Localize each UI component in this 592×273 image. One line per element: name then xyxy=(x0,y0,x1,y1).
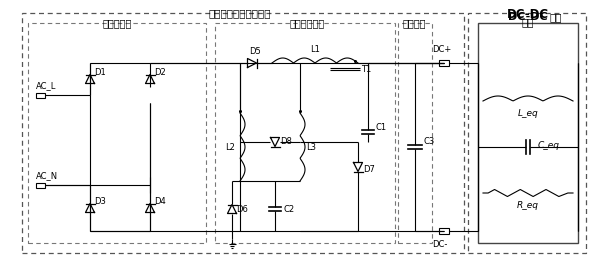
Bar xyxy=(478,23,578,243)
Text: D6: D6 xyxy=(236,206,248,215)
Bar xyxy=(468,13,586,253)
Bar xyxy=(22,13,464,253)
Bar xyxy=(28,23,206,243)
Text: 电路: 电路 xyxy=(522,17,534,27)
Text: D4: D4 xyxy=(154,197,166,206)
Text: C2: C2 xyxy=(283,204,294,213)
Text: AC_N: AC_N xyxy=(36,171,58,180)
Text: D1: D1 xyxy=(94,68,106,77)
Bar xyxy=(36,93,44,97)
Text: DC-: DC- xyxy=(432,240,448,249)
Text: 互感填谷电路: 互感填谷电路 xyxy=(289,18,324,28)
Text: 整流桥电路: 整流桥电路 xyxy=(102,18,131,28)
Text: D2: D2 xyxy=(154,68,166,77)
Bar xyxy=(215,23,395,243)
Text: C_eq: C_eq xyxy=(538,141,560,150)
Text: D7: D7 xyxy=(363,165,375,174)
Text: AC_L: AC_L xyxy=(36,81,56,90)
Text: DC-DC: DC-DC xyxy=(508,12,548,22)
Text: L1: L1 xyxy=(310,45,320,54)
Text: D8: D8 xyxy=(280,138,292,147)
Text: R_eq: R_eq xyxy=(517,201,539,210)
Bar xyxy=(439,60,449,66)
Text: D5: D5 xyxy=(249,47,260,56)
Bar xyxy=(439,228,449,234)
Text: 无源功率因数校正电路: 无源功率因数校正电路 xyxy=(209,8,271,18)
Bar xyxy=(36,182,44,188)
Text: 输出电路: 输出电路 xyxy=(402,18,426,28)
Bar xyxy=(398,23,432,243)
Text: 电路: 电路 xyxy=(549,12,561,22)
Text: C1: C1 xyxy=(375,123,386,132)
Text: C3: C3 xyxy=(424,138,435,147)
Text: DC+: DC+ xyxy=(432,45,451,54)
Text: L_eq: L_eq xyxy=(517,109,538,118)
Text: L2: L2 xyxy=(225,143,235,152)
Text: T1: T1 xyxy=(361,64,371,73)
Text: L3: L3 xyxy=(306,143,316,152)
Text: DC-DC: DC-DC xyxy=(507,8,549,21)
Text: D3: D3 xyxy=(94,197,106,206)
